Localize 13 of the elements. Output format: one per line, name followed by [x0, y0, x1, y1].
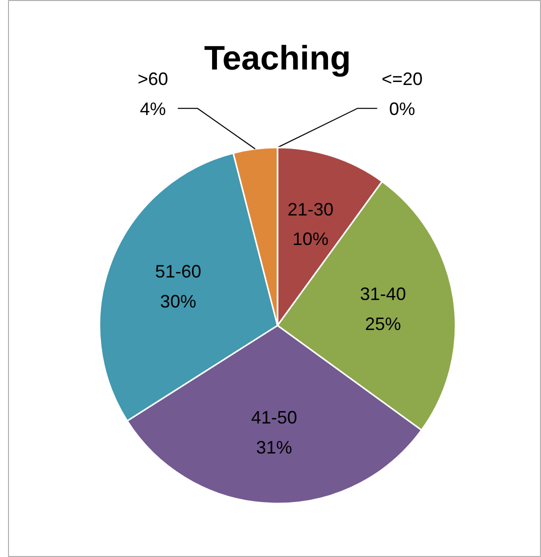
data-label: 30% [160, 291, 196, 312]
slice-label: 41-50 [251, 408, 298, 428]
data-label: 31% [256, 437, 292, 458]
data-label: 25% [364, 314, 402, 334]
chart-title: Teaching [204, 40, 351, 78]
slice-label: 21-30 [287, 199, 334, 220]
data-label: 4% [140, 99, 166, 120]
category-label: <=20 [382, 68, 423, 89]
slice-label: 51-60 [155, 262, 202, 282]
slice-label: >60 [138, 68, 168, 89]
slice-label: 31-40 [360, 284, 406, 304]
data-label: 10% [292, 229, 329, 250]
text: 0% [389, 99, 416, 120]
